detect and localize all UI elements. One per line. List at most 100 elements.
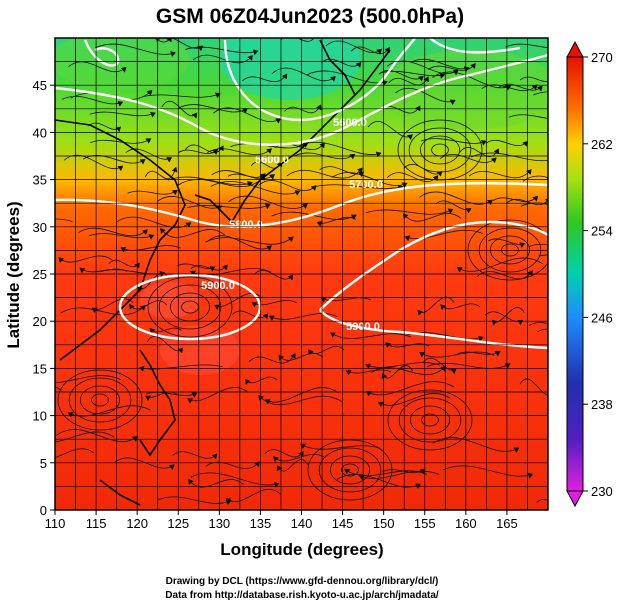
x-tick-label: 115 <box>86 516 107 531</box>
streamline-arrow <box>300 443 306 449</box>
streamline <box>230 142 309 149</box>
streamline <box>505 43 548 49</box>
streamline-arrow <box>407 134 413 140</box>
streamline-arrow <box>264 399 271 405</box>
streamline <box>78 227 148 237</box>
eddy-streamline <box>419 135 460 165</box>
streamline-arrow <box>268 315 275 321</box>
streamline <box>207 235 272 250</box>
streamline-arrow <box>344 468 350 475</box>
streamline <box>55 218 73 222</box>
streamline-arrow <box>287 274 294 281</box>
credit-line-1: Drawing by DCL (https://www.gfd-dennou.o… <box>166 576 439 587</box>
streamline <box>63 154 123 169</box>
eddy-streamline <box>398 397 462 443</box>
streamline-arrow <box>377 401 384 407</box>
streamline <box>405 229 483 239</box>
gridlines <box>55 38 548 510</box>
cool-shade-east <box>380 50 548 130</box>
streamline <box>273 453 326 462</box>
eddy-streamline <box>501 243 519 257</box>
streamline <box>177 175 266 187</box>
streamline-arrow <box>170 51 176 57</box>
eddy-streamline <box>57 369 143 431</box>
colorbar-body <box>566 56 584 492</box>
y-tick-label: 5 <box>40 456 47 471</box>
x-tick-label: 110 <box>45 516 66 531</box>
streamline-arrow <box>470 63 476 69</box>
streamline-arrow <box>519 242 526 248</box>
streamline <box>56 429 138 443</box>
streamline-arrow <box>439 72 446 79</box>
x-axis-label: Longitude (degrees) <box>220 540 383 559</box>
streamline-arrow <box>585 210 590 215</box>
streamline-arrow <box>567 43 572 48</box>
streamline <box>157 496 231 504</box>
warm-patch-1 <box>160 325 240 375</box>
streamline-arrow <box>465 208 472 214</box>
streamline-arrow <box>452 69 459 76</box>
streamline <box>167 176 253 186</box>
streamline-arrow <box>269 174 276 180</box>
streamline <box>139 364 223 370</box>
streamline <box>371 366 446 376</box>
streamline-arrow <box>417 309 423 316</box>
colorbar: 230 238 246 254 262 270 <box>566 40 613 508</box>
streamline <box>187 387 249 402</box>
streamline-arrow <box>225 499 232 505</box>
x-tick-label: 140 <box>291 516 313 531</box>
streamline <box>278 352 324 361</box>
streamline-arrow <box>188 478 194 485</box>
streamline <box>519 378 548 396</box>
streamline <box>228 195 308 209</box>
streamline <box>395 87 456 103</box>
streamline-arrow <box>171 166 178 173</box>
y-tick-label: 0 <box>40 503 47 518</box>
streamline <box>528 243 548 248</box>
x-axis-ticks: 110 115 120 125 130 135 140 145 150 155 160 165 <box>45 510 518 531</box>
streamline <box>58 255 112 263</box>
y-tick-label: 20 <box>33 314 47 329</box>
contour-label: 5800.0 <box>229 219 263 231</box>
eddy-streamline <box>467 219 548 281</box>
y-axis-label: Latitude (degrees) <box>4 201 23 348</box>
contour-labels: 5600.0 5600.0 5700.0 5800.0 5900.0 5900.… <box>201 117 383 333</box>
eddy-streamline <box>307 439 393 501</box>
colorbar-tick-label: 262 <box>591 137 613 152</box>
streamline <box>366 381 455 396</box>
streamline-arrow <box>345 370 352 376</box>
colorbar-max-arrow <box>566 40 584 58</box>
streamline-arrow <box>214 304 220 310</box>
streamline-arrow <box>145 395 151 401</box>
streamline <box>95 43 176 55</box>
streamline <box>225 488 282 503</box>
streamline <box>439 153 497 163</box>
streamline-arrow <box>419 351 425 358</box>
streamline <box>271 67 336 82</box>
streamline-arrow <box>527 472 534 479</box>
eddy-streamline <box>329 455 370 485</box>
warm-patch-2 <box>140 282 200 318</box>
streamline <box>325 40 382 53</box>
streamline-arrow <box>302 203 308 209</box>
streamline-arrow <box>550 76 555 81</box>
x-tick-label: 130 <box>208 516 230 531</box>
y-tick-label: 30 <box>33 220 47 235</box>
x-tick-label: 125 <box>167 516 189 531</box>
streamline <box>300 443 381 450</box>
streamline-arrow <box>258 394 264 401</box>
x-tick-label: 120 <box>126 516 148 531</box>
streamline-arrow <box>565 500 570 505</box>
streamline-arrow <box>385 342 391 348</box>
eddy-streamline <box>318 447 382 493</box>
colorbar-tick-label: 270 <box>591 50 613 65</box>
streamline <box>533 91 548 96</box>
streamline <box>68 61 127 73</box>
x-tick-label: 155 <box>414 516 436 531</box>
streamline <box>62 95 123 105</box>
cool-shade-west <box>55 38 190 90</box>
streamline <box>506 198 548 205</box>
eddy-streamline <box>181 300 199 314</box>
streamline <box>365 362 440 368</box>
streamline <box>177 104 248 113</box>
